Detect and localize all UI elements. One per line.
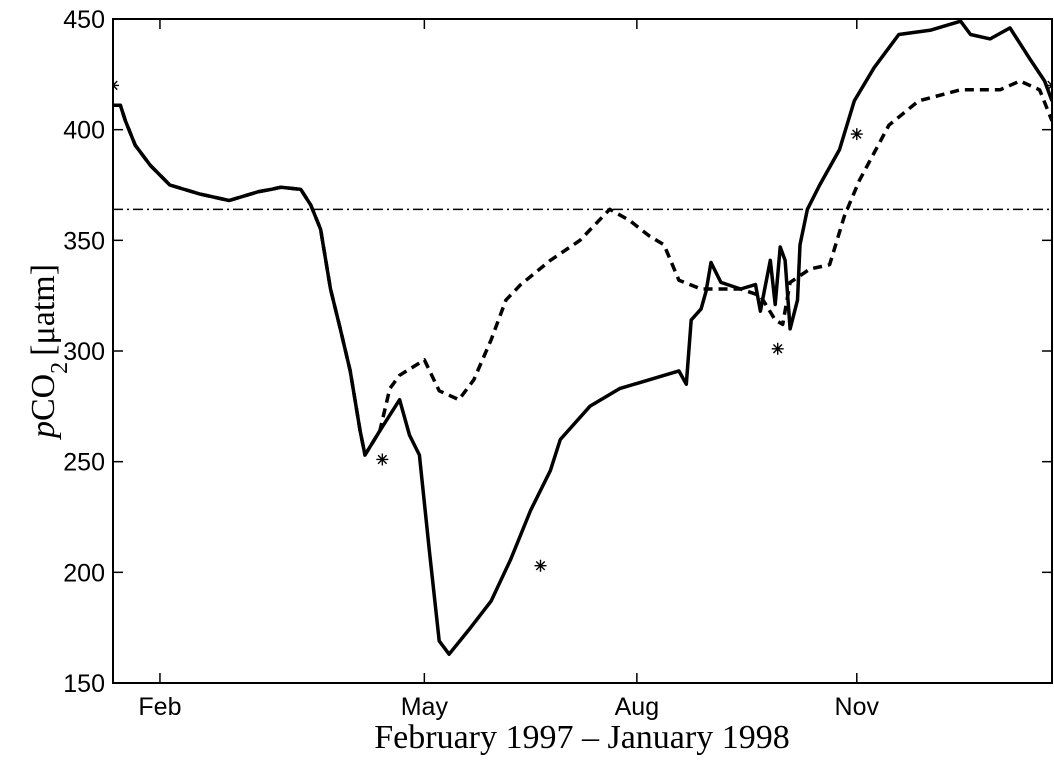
data-line <box>113 79 1053 457</box>
y-label-italic: p <box>25 421 62 440</box>
y-tick-label: 250 <box>63 449 105 477</box>
plot-area <box>113 19 1053 656</box>
y-label-main: CO <box>25 374 62 421</box>
x-tick-label: May <box>401 693 449 721</box>
asterisk-marker <box>534 559 547 572</box>
asterisk-marker <box>376 453 389 466</box>
y-tick-label: 300 <box>63 338 105 366</box>
y-tick-label: 400 <box>63 117 105 145</box>
axes-box <box>112 18 1053 684</box>
y-axis-label: pCO2 [μatm] <box>25 264 73 440</box>
y-tick-label: 150 <box>63 670 105 698</box>
x-tick-label: Nov <box>835 693 880 721</box>
x-tick-label: Aug <box>615 693 659 721</box>
y-tick-label: 200 <box>63 559 105 587</box>
y-label-sub: 2 <box>47 362 73 374</box>
x-axis-label: February 1997 – January 1998 <box>374 719 789 756</box>
asterisk-marker <box>850 128 863 141</box>
x-tick-label: Feb <box>138 693 181 721</box>
data-line <box>113 19 1053 656</box>
y-tick-label: 450 <box>63 6 105 34</box>
y-axis-label-text: pCO2 [μatm] <box>25 264 73 440</box>
asterisk-marker <box>771 342 784 355</box>
y-label-unit: [μatm] <box>25 264 62 356</box>
y-tick-label: 350 <box>63 227 105 255</box>
